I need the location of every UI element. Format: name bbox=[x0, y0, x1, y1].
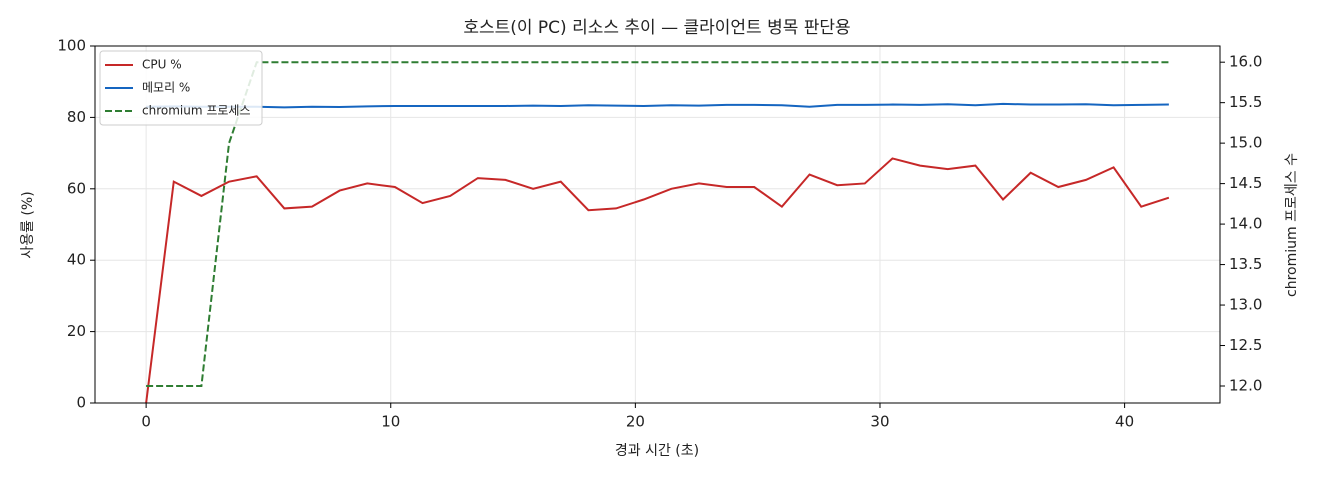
y2-tick-label: 13.5 bbox=[1229, 255, 1262, 273]
x-tick-label: 0 bbox=[141, 413, 151, 431]
y-tick-label: 100 bbox=[57, 37, 86, 55]
y2-tick-label: 15.0 bbox=[1229, 134, 1262, 152]
chart-title: 호스트(이 PC) 리소스 추이 — 클라이언트 병목 판단용 bbox=[463, 18, 850, 38]
y-tick-label: 40 bbox=[67, 251, 86, 269]
y-tick-label: 0 bbox=[76, 394, 86, 412]
x-tick-label: 30 bbox=[870, 413, 889, 431]
y2-axis-label: chromium 프로세스 수 bbox=[1284, 153, 1300, 297]
y2-tick-label: 15.5 bbox=[1229, 93, 1262, 111]
series-line bbox=[145, 157, 1170, 404]
legend-box bbox=[99, 50, 263, 126]
y-tick-label: 20 bbox=[67, 322, 86, 340]
legend-label: CPU % bbox=[142, 58, 182, 72]
y-axis-label: 사용률 (%) bbox=[20, 191, 36, 258]
series-line bbox=[146, 102, 1169, 109]
y2-tick-label: 12.0 bbox=[1229, 377, 1262, 395]
legend-label: 메모리 % bbox=[142, 81, 190, 95]
x-tick-label: 40 bbox=[1115, 413, 1134, 431]
x-tick-label: 10 bbox=[381, 413, 400, 431]
y2-tick-label: 12.5 bbox=[1229, 336, 1262, 354]
series-line bbox=[146, 61, 1169, 387]
y-tick-label: 80 bbox=[67, 108, 86, 126]
y2-tick-label: 14.5 bbox=[1229, 174, 1262, 192]
plot-frame bbox=[94, 45, 1221, 404]
legend-label: chromium 프로세스 bbox=[142, 104, 251, 118]
y-tick-label: 60 bbox=[67, 179, 86, 197]
y2-tick-label: 13.0 bbox=[1229, 296, 1262, 314]
y2-tick-label: 14.0 bbox=[1229, 215, 1262, 233]
y2-tick-label: 16.0 bbox=[1229, 53, 1262, 71]
x-axis-label: 경과 시간 (초) bbox=[615, 443, 699, 459]
x-tick-label: 20 bbox=[626, 413, 645, 431]
